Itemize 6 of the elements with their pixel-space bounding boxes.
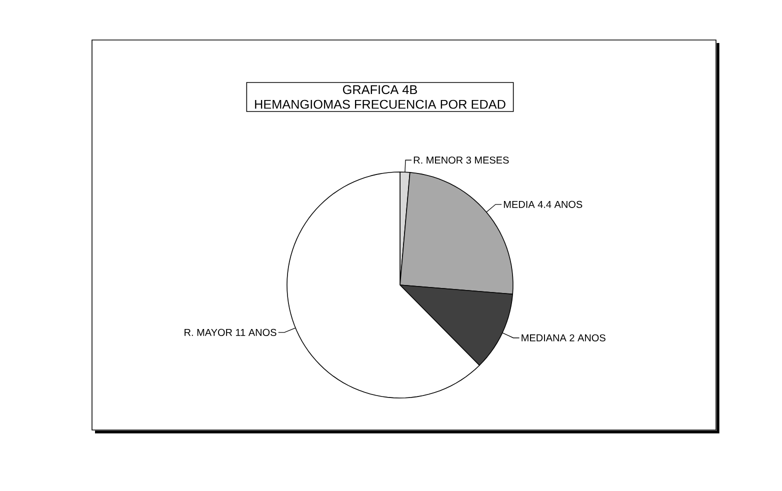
slice-label: MEDIANA 2 ANOS: [522, 334, 606, 342]
slice-label: R. MAYOR 11 ANOS: [184, 328, 276, 336]
slice-label: R. MENOR 3 MESES: [414, 156, 509, 164]
chart-subtitle: HEMANGIOMAS FRECUENCIA POR EDAD: [255, 100, 506, 109]
slice-label: MEDIA 4.4 ANOS: [504, 200, 582, 208]
chart-title: GRAFICA 4B: [342, 85, 417, 94]
